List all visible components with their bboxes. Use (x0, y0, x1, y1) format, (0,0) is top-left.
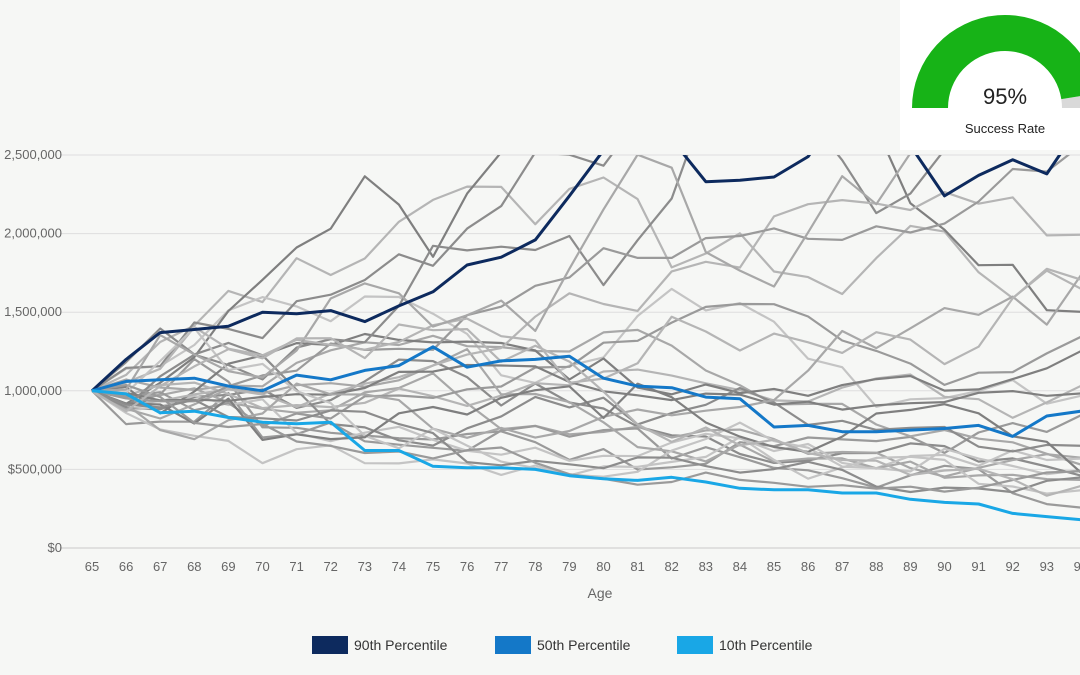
series-line-50th-percentile (91, 345, 1080, 438)
legend-label: 10th Percentile (719, 637, 813, 653)
simulation-path (91, 155, 942, 392)
series-line-90th-percentile (90, 155, 1062, 392)
x-tick-label: 88 (869, 559, 883, 574)
x-tick-label: 87 (835, 559, 849, 574)
simulation-path (91, 155, 911, 392)
x-tick-label: 76 (460, 559, 474, 574)
simulation-path (91, 326, 1080, 495)
x-tick-label: 73 (358, 559, 372, 574)
x-tick-label: 79 (562, 559, 576, 574)
gauge-track (1061, 96, 1080, 108)
y-tick-label: $500,000 (8, 461, 62, 476)
x-tick-label: 66 (119, 559, 133, 574)
legend-swatch (312, 636, 348, 654)
simulation-path (91, 323, 1080, 497)
success-rate-gauge: 95% Success Rate (900, 0, 1080, 150)
simulation-path (91, 389, 1080, 494)
x-tick-label: 72 (323, 559, 337, 574)
x-tick-label: 69 (221, 559, 235, 574)
x-tick-label: 70 (255, 559, 269, 574)
legend-item: 50th Percentile (495, 636, 631, 654)
y-tick-label: 2,000,000 (4, 226, 62, 241)
x-tick-label: 92 (1005, 559, 1019, 574)
x-axis-title: Age (588, 585, 613, 601)
legend-item: 90th Percentile (312, 636, 448, 654)
x-tick-label: 67 (153, 559, 167, 574)
simulation-path (91, 191, 1080, 409)
simulation-path (91, 358, 1080, 471)
x-tick-label: 80 (596, 559, 610, 574)
simulation-path (91, 328, 1080, 466)
simulation-path (91, 176, 1080, 392)
y-tick-label: 2,500,000 (4, 147, 62, 162)
series-line-10th-percentile (91, 389, 1080, 522)
x-tick-label: 83 (699, 559, 713, 574)
legend-swatch (495, 636, 531, 654)
x-tick-label: 75 (426, 559, 440, 574)
x-tick-label: 84 (733, 559, 747, 574)
x-tick-label: 93 (1040, 559, 1054, 574)
y-tick-label: 1,500,000 (4, 304, 62, 319)
simulation-path (91, 274, 1080, 441)
y-tick-label: 1,000,000 (4, 383, 62, 398)
x-tick-label: 65 (85, 559, 99, 574)
x-tick-label: 77 (494, 559, 508, 574)
gauge-value: 95% (983, 84, 1027, 109)
x-tick-label: 90 (937, 559, 951, 574)
simulation-path (91, 389, 1080, 470)
x-tick-label: 81 (630, 559, 644, 574)
legend-item: 10th Percentile (677, 636, 813, 654)
x-tick-label: 82 (664, 559, 678, 574)
simulation-path (91, 382, 1080, 474)
legend-label: 50th Percentile (537, 637, 631, 653)
simulation-path (91, 267, 1080, 392)
x-tick-label: 68 (187, 559, 201, 574)
x-tick-label: 85 (767, 559, 781, 574)
x-tick-label: 86 (801, 559, 815, 574)
x-tick-label: 78 (528, 559, 542, 574)
plot-area (90, 155, 1080, 522)
gauge-fill (912, 15, 1080, 108)
x-tick-label: 91 (971, 559, 985, 574)
x-tick-label: 94 (1074, 559, 1080, 574)
y-tick-label: $0 (48, 540, 62, 555)
simulation-path (91, 363, 1080, 411)
x-tick-label: 89 (903, 559, 917, 574)
legend-swatch (677, 636, 713, 654)
gauge-caption: Success Rate (965, 121, 1045, 136)
x-tick-label: 71 (289, 559, 303, 574)
simulation-path (91, 287, 1080, 408)
legend-label: 90th Percentile (354, 637, 448, 653)
x-tick-label: 74 (392, 559, 406, 574)
